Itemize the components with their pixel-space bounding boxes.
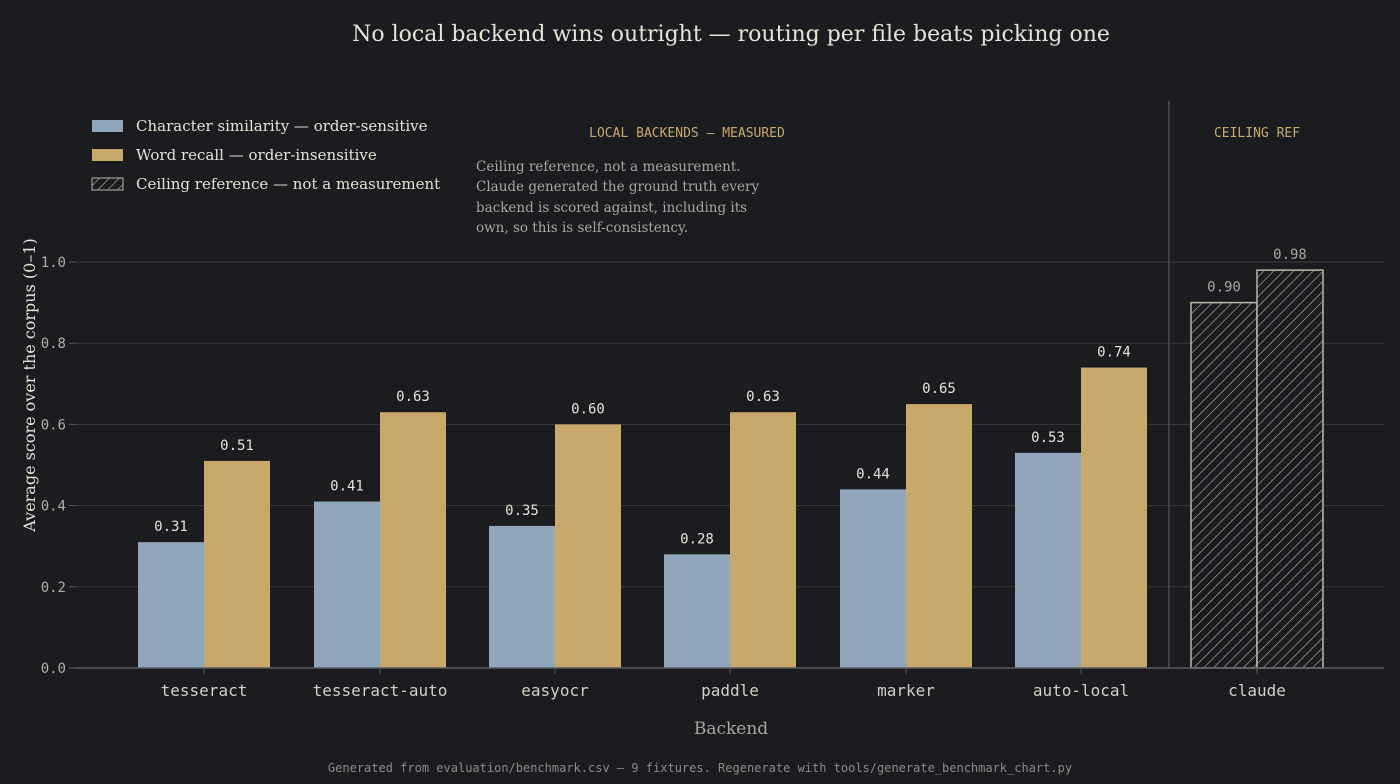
x-tick-label: claude	[1228, 681, 1286, 700]
y-axis-ticks: 0.0 0.2 0.4 0.6 0.8 1.0	[41, 255, 75, 677]
x-tick-label: paddle	[701, 681, 759, 700]
bar-char-similarity	[314, 501, 380, 668]
legend: Character similarity — order-sensitive W…	[91, 117, 440, 193]
bar-value-label: 0.53	[1031, 430, 1065, 446]
bar-value-label: 0.41	[330, 479, 364, 495]
bar-char-similarity	[1015, 452, 1081, 668]
x-tick-label: tesseract	[161, 681, 248, 700]
bar-value-label: 0.63	[746, 389, 780, 405]
bar-char-similarity	[489, 525, 555, 668]
bars	[138, 269, 1324, 669]
legend-swatch-word-recall	[92, 149, 123, 161]
bar-char-similarity	[664, 554, 730, 668]
legend-swatch-ceiling-ref	[91, 177, 124, 191]
ceiling-ref-bar-word-recall	[1256, 269, 1324, 669]
annotation-line: own, so this is self-consistency.	[476, 220, 688, 236]
y-tick-label: 0.4	[41, 499, 66, 515]
bar-value-label: 0.44	[856, 466, 890, 482]
annotation-line: Ceiling reference, not a measurement.	[476, 159, 741, 175]
footer-note: Generated from evaluation/benchmark.csv …	[328, 761, 1072, 775]
bar-value-label: 0.98	[1273, 247, 1307, 263]
x-axis-ticks: tesseract tesseract-auto easyocr paddle mark…	[161, 668, 1286, 700]
y-tick-label: 1.0	[41, 255, 66, 271]
ceiling-annotation: Ceiling reference, not a measurement. Cl…	[476, 159, 759, 236]
bar-value-label: 0.28	[680, 531, 714, 547]
legend-label-ceiling-ref: Ceiling reference — not a measurement	[136, 175, 440, 193]
bar-char-similarity	[138, 542, 204, 668]
y-tick-label: 0.0	[41, 661, 66, 677]
section-label-measured: LOCAL BACKENDS — MEASURED	[589, 126, 785, 141]
bar-word-recall	[380, 412, 446, 668]
bar-word-recall	[204, 460, 270, 668]
bar-value-label: 0.90	[1207, 280, 1241, 296]
legend-swatch-char-similarity	[92, 120, 123, 132]
y-axis-label: Average score over the corpus (0–1)	[20, 238, 39, 533]
annotation-line: Claude generated the ground truth every	[476, 179, 759, 195]
bar-word-recall	[730, 412, 796, 668]
bar-value-label: 0.74	[1097, 345, 1131, 361]
x-tick-label: tesseract-auto	[313, 681, 448, 700]
ceiling-ref-bar-char-similarity	[1190, 301, 1258, 669]
grid-lines	[75, 261, 1384, 588]
bar-value-labels: 0.31 0.51 0.41 0.63 0.35 0.60 0.28 0.63 0.44 0.65…	[154, 247, 1307, 547]
bar-word-recall	[906, 404, 972, 668]
y-tick-label: 0.2	[41, 580, 66, 596]
x-tick-label: easyocr	[521, 681, 589, 700]
legend-label-char-similarity: Character similarity — order-sensitive	[136, 117, 428, 135]
chart-title: No local backend wins outright — routing…	[352, 22, 1110, 47]
x-tick-label: marker	[877, 681, 935, 700]
x-tick-label: auto-local	[1033, 681, 1129, 700]
bar-char-similarity	[840, 489, 906, 668]
x-axis-label: Backend	[694, 719, 768, 739]
bar-word-recall	[1081, 367, 1147, 668]
bar-value-label: 0.35	[505, 503, 539, 519]
section-label-reference: CEILING REF	[1214, 126, 1300, 141]
y-tick-label: 0.6	[41, 417, 66, 433]
bar-value-label: 0.31	[154, 519, 188, 535]
y-tick-label: 0.8	[41, 336, 66, 352]
bar-value-label: 0.51	[220, 438, 254, 454]
legend-label-word-recall: Word recall — order-insensitive	[136, 146, 377, 164]
bar-value-label: 0.65	[922, 381, 956, 397]
bar-word-recall	[555, 424, 621, 668]
bar-value-label: 0.60	[571, 401, 605, 417]
bar-value-label: 0.63	[396, 389, 430, 405]
annotation-line: backend is scored against, including its	[476, 200, 747, 216]
